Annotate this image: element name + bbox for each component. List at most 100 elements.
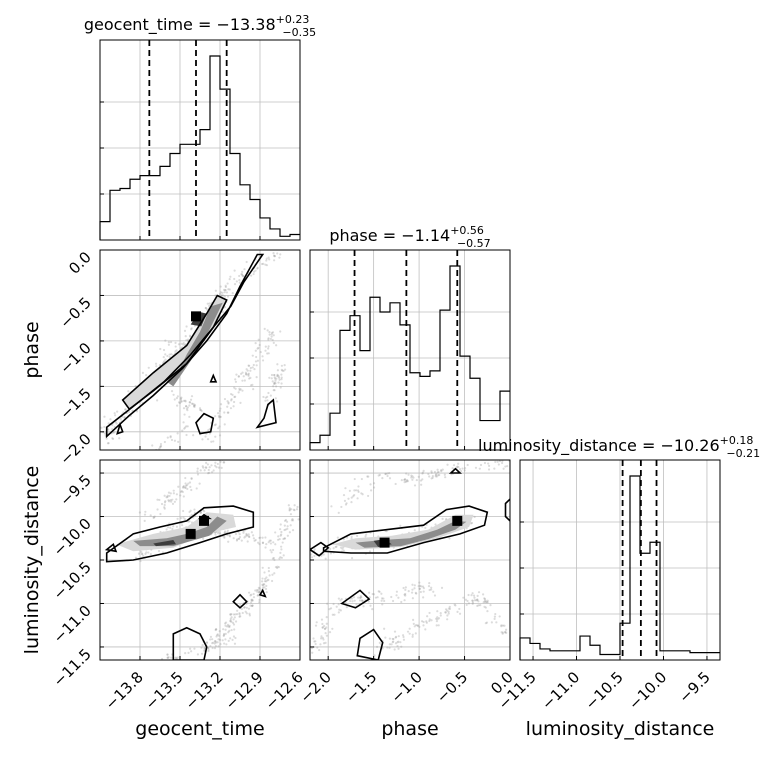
scatter-point [400,478,403,482]
scatter-point [320,618,324,621]
xtick-label-phase: −2.0 [297,668,335,706]
scatter-point [167,499,170,502]
xlabel-luminosity-distance: luminosity_distance [526,718,715,740]
scatter-point [226,400,229,403]
scatter-point [276,566,279,570]
scatter-point [353,599,356,602]
scatter-point [273,572,276,575]
scatter-point [218,415,222,418]
scatter-point [253,368,256,371]
scatter-point [187,482,190,485]
scatter-point [457,462,460,465]
scatter-point [248,377,251,380]
scatter-point [357,489,360,492]
scatter-point [402,586,405,590]
scatter-point [485,621,489,624]
contour-line [195,412,215,435]
scatter-point [203,510,206,513]
scatter-point [229,407,233,410]
scatter-point [215,635,218,638]
scatter-point [158,498,161,502]
contour-line [209,454,217,458]
scatter-point [463,469,466,472]
scatter-point [261,577,264,580]
scatter-point [223,461,226,464]
scatter-point [343,499,347,502]
scatter-point [247,372,250,375]
contour-line [322,505,489,554]
scatter-point [238,615,241,618]
scatter-point [267,352,270,355]
scatter-point [448,537,451,540]
scatter-point [419,584,422,587]
scatter-point [276,363,279,366]
scatter-point [444,608,448,611]
scatter-point [242,531,245,534]
scatter-point [182,509,185,513]
scatter-point [399,524,402,527]
scatter-point [196,653,200,656]
scatter-point [439,612,442,615]
scatter-point [229,613,232,616]
scatter-point [188,647,192,650]
scatter-point [357,490,360,494]
scatter-point [209,638,212,641]
scatter-point [366,475,369,478]
scatter-point [212,469,215,472]
scatter-point [282,369,285,372]
scatter-point [267,566,270,570]
scatter-point [238,533,241,536]
scatter-point [323,624,326,628]
scatter-point [231,621,235,624]
scatter-point [168,500,171,503]
scatter-point [224,628,227,631]
scatter-point [347,497,350,500]
scatter-point [395,590,398,593]
scatter-point [248,614,251,617]
scatter-point [180,400,183,403]
scatter-point [258,591,261,594]
scatter-point [392,637,395,641]
scatter-point [359,596,362,599]
scatter-point [190,395,194,398]
scatter-point [307,554,309,556]
scatter-point [428,581,431,585]
scatter-point [185,407,188,410]
scatter-point [428,619,431,623]
scatter-point [292,508,295,511]
scatter-point [311,651,314,654]
scatter-point [426,615,429,618]
scatter-point [217,414,220,418]
scatter-point [268,376,271,379]
scatter-point [241,379,244,382]
scatter-point [170,353,173,356]
scatter-point [501,461,504,465]
scatter-point [244,610,247,613]
scatter-point [256,359,260,362]
scatter-point [397,635,400,638]
scatter-point [502,467,505,470]
scatter-point [170,500,173,503]
scatter-point [413,625,416,628]
scatter-point [218,292,222,295]
scatter-point [286,534,289,537]
scatter-point [340,598,343,601]
scatter-point [326,602,329,605]
scatter-point [216,634,219,637]
scatter-point [111,437,114,440]
scatter-point [280,378,283,381]
scatter-point [416,624,419,627]
scatter-point [279,330,282,333]
scatter-point [249,366,252,370]
scatter-point [418,587,421,590]
scatter-point [109,418,112,421]
scatter-point [440,470,443,473]
scatter-point [360,596,363,599]
scatter-point [435,473,438,476]
scatter-point [279,551,282,554]
scatter-point [272,541,275,544]
scatter-point [232,635,236,638]
scatter-point [188,415,191,418]
scatter-point [241,389,244,392]
scatter-point [207,649,210,653]
